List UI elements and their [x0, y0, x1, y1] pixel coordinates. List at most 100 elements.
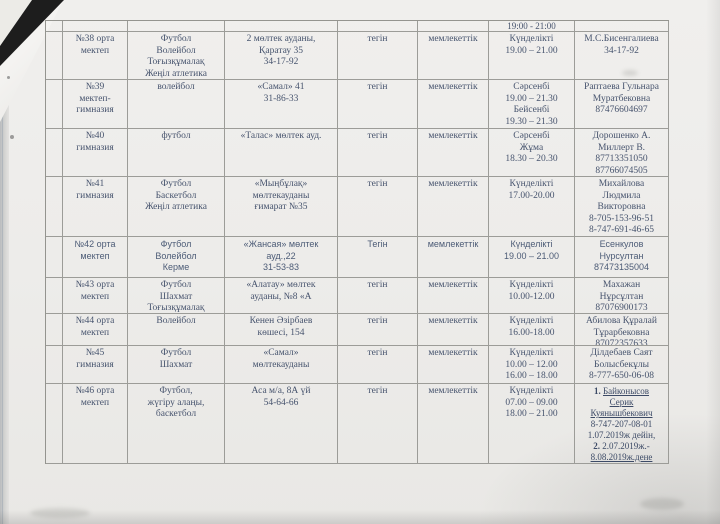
- cell-contact: 1. Байконысов Серик Куянышбекович 8-747-207…: [575, 384, 669, 464]
- cell-contact: Есенкулов Нурсултан 87473135004: [575, 237, 669, 278]
- scan-smudge: [30, 508, 90, 518]
- cell-school: №38 орта мектеп: [63, 32, 128, 80]
- cell-schedule: Күнделікті 19.00 – 21.00: [489, 237, 575, 278]
- schools-sports-table: 19:00 - 21:00 №38 орта мектеп Футбол Вол…: [45, 20, 669, 464]
- cell-price: тегін: [338, 278, 418, 314]
- cell-schedule: Күнделікті 19.00 – 21.00: [489, 32, 575, 80]
- cell-row-number: [46, 346, 63, 384]
- cell-ownership: мемлекеттік: [418, 314, 489, 346]
- cell-schedule: Күнделікті 17.00-20.00: [489, 177, 575, 237]
- cell-schedule: Сәрсенбі Жұма 18.30 – 20.30: [489, 129, 575, 177]
- cell-contact: Махажан Нұрсұлтан 87076900173: [575, 278, 669, 314]
- contact-item-number: 2.: [593, 441, 603, 451]
- cell-sports: Футбол Волейбол Керме: [128, 237, 225, 278]
- cell-contact: [575, 21, 669, 32]
- cell-contact: Михайлова Людмила Викторовна 8-705-153-9…: [575, 177, 669, 237]
- cell-sports: Футбол, жүгіру алаңы, баскетбол: [128, 384, 225, 464]
- cell-row-number: [46, 129, 63, 177]
- cell-row-number: [46, 177, 63, 237]
- scan-smudge: [622, 70, 638, 76]
- cell-price: тегін: [338, 177, 418, 237]
- cell-sports: Волейбол: [128, 314, 225, 346]
- cell-ownership: мемлекеттік: [418, 80, 489, 129]
- scanner-edge-line: [2, 0, 3, 524]
- cell-address: «Самал» мөлтекауданы: [225, 346, 338, 384]
- cell-address: [225, 21, 338, 32]
- cell-ownership: мемлекеттік: [418, 346, 489, 384]
- cell-schedule: Күнделікті 16.00-18.00: [489, 314, 575, 346]
- scan-shadow-bottom: [0, 510, 720, 524]
- scan-speck: [10, 135, 14, 139]
- contact-valid-until: 1.07.2019ж дейін,: [587, 430, 656, 440]
- cell-row-number: [46, 21, 63, 32]
- cell-school: [63, 21, 128, 32]
- cell-row-number: [46, 32, 63, 80]
- cell-schedule: 19:00 - 21:00: [489, 21, 575, 32]
- cell-price: тегін: [338, 80, 418, 129]
- cell-price: [338, 21, 418, 32]
- cell-price: тегін: [338, 129, 418, 177]
- cell-row-number: [46, 80, 63, 129]
- cell-school: №40 гимназия: [63, 129, 128, 177]
- cell-price: тегін: [338, 32, 418, 80]
- cell-contact: М.С.Бисенгалиева 34-17-92: [575, 32, 669, 80]
- cell-ownership: мемлекеттік: [418, 32, 489, 80]
- cell-schedule: Күнделікті 10.00 – 12.00 16.00 – 18.00: [489, 346, 575, 384]
- cell-sports: [128, 21, 225, 32]
- cell-address: «Алатау» мөлтек ауданы, №8 «А: [225, 278, 338, 314]
- cell-address: Аса м/а, 8А үй 54-64-66: [225, 384, 338, 464]
- cell-sports: Футбол Баскетбол Жеңіл атлетика: [128, 177, 225, 237]
- cell-address: «Самал» 41 31-86-33: [225, 80, 338, 129]
- cell-sports: футбол: [128, 129, 225, 177]
- cell-schedule: Сәрсенбі 19.00 – 21.30 Бейсенбі 19.30 – …: [489, 80, 575, 129]
- cell-ownership: мемлекеттік: [418, 177, 489, 237]
- contact-date-to: 8.08.2019ж.дене: [590, 452, 653, 462]
- cell-school: №45 гимназия: [63, 346, 128, 384]
- cell-school: №41 гимназия: [63, 177, 128, 237]
- cell-row-number: [46, 237, 63, 278]
- scan-smudge: [640, 498, 684, 510]
- contact-date-from: 2.07.2019ж.-: [602, 441, 650, 451]
- cell-contact: Раптаева Гульнара Муратбековна 874766046…: [575, 80, 669, 129]
- cell-school: №44 орта мектеп: [63, 314, 128, 346]
- cell-row-number: [46, 278, 63, 314]
- cell-address: «Жансая» мөлтек ауд.,22 31-53-83: [225, 237, 338, 278]
- cell-contact: Абилова Құралай Тұрарбековна 87072357633: [575, 314, 669, 346]
- scan-shadow-bottom-right: [460, 404, 720, 524]
- cell-price: тегін: [338, 384, 418, 464]
- contact-phone: 8-747-207-08-01: [590, 419, 653, 429]
- cell-school: №43 орта мектеп: [63, 278, 128, 314]
- scanner-edge-strip: [0, 0, 9, 524]
- cell-price: тегін: [338, 314, 418, 346]
- cell-schedule: Күнделікті 07.00 – 09.00 18.00 – 21.00: [489, 384, 575, 464]
- cell-ownership: мемлекеттік: [418, 384, 489, 464]
- cell-ownership: мемлекеттік: [418, 278, 489, 314]
- cell-row-number: [46, 314, 63, 346]
- cell-address: Кенен Әзірбаев көшесі, 154: [225, 314, 338, 346]
- scan-shadow-right: [706, 0, 720, 524]
- cell-address: «Талас» мөлтек ауд.: [225, 129, 338, 177]
- cell-ownership: мемлекеттік: [418, 129, 489, 177]
- cell-schedule: Күнделікті 10.00-12.00: [489, 278, 575, 314]
- cell-school: №39 мектеп- гимназия: [63, 80, 128, 129]
- scan-speck: [7, 76, 10, 79]
- cell-price: Тегін: [338, 237, 418, 278]
- cell-address: «Мыңбұлақ» мөлтекауданы ғимарат №35: [225, 177, 338, 237]
- contact-name: Серик: [609, 397, 634, 407]
- cell-sports: Футбол Шахмат: [128, 346, 225, 384]
- cell-sports: Футбол Волейбол Тоғызқұмалақ Жеңіл атлет…: [128, 32, 225, 80]
- cell-contact: Дорошенко А. Миллерт В. 87713351050 8776…: [575, 129, 669, 177]
- cell-school: №46 орта мектеп: [63, 384, 128, 464]
- cell-address: 2 мөлтек ауданы, Қаратау 35 34-17-92: [225, 32, 338, 80]
- cell-ownership: мемлекеттік: [418, 237, 489, 278]
- contact-item-number: 1.: [593, 386, 603, 396]
- cell-contact: Ділдебаев Саят Болысбекұлы 8-777-650-06-…: [575, 346, 669, 384]
- cell-ownership: [418, 21, 489, 32]
- contact-name: Куянышбекович: [590, 408, 653, 418]
- contact-name: Байконысов: [602, 386, 649, 396]
- cell-sports: Футбол Шахмат Тоғызқұмалақ: [128, 278, 225, 314]
- cell-school: №42 орта мектеп: [63, 237, 128, 278]
- cell-price: тегін: [338, 346, 418, 384]
- cell-sports: волейбол: [128, 80, 225, 129]
